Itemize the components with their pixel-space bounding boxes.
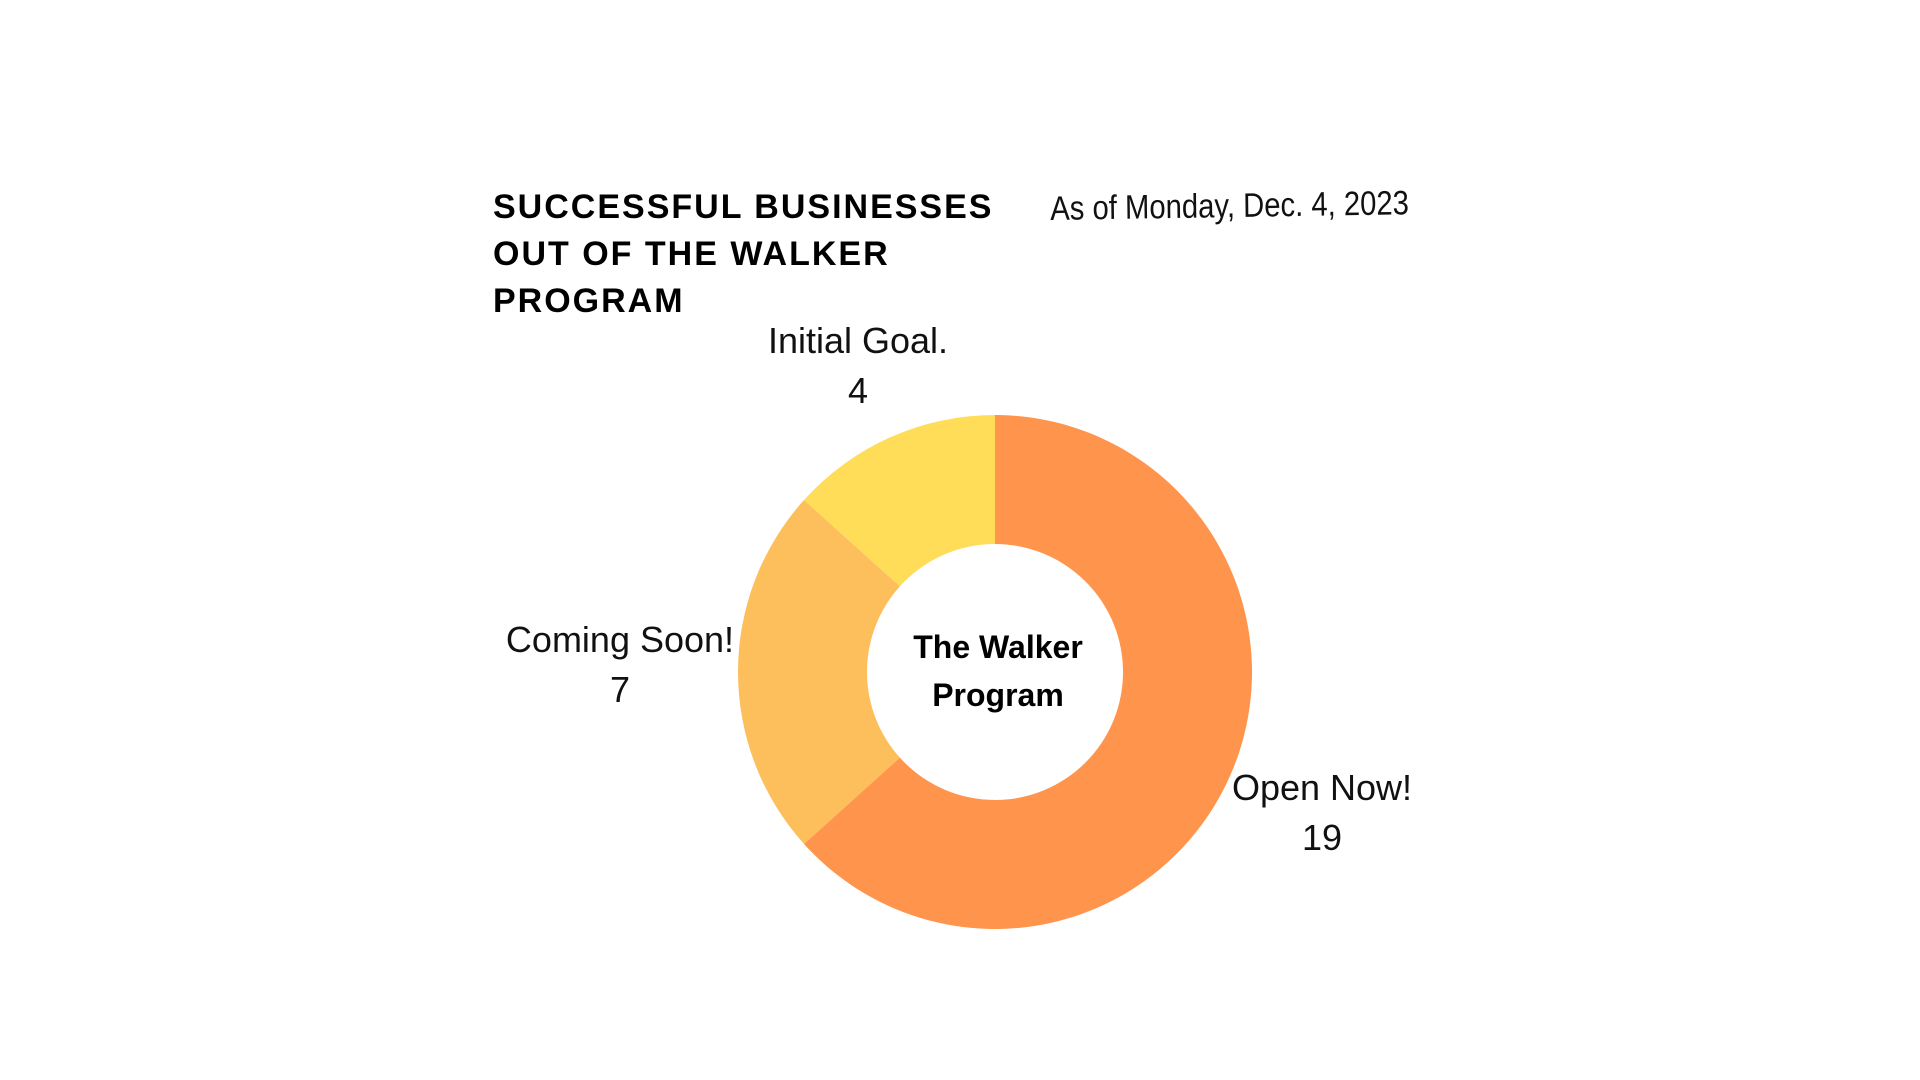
slice-label-value: 4 xyxy=(848,370,868,411)
slice-label-name: Initial Goal. xyxy=(768,320,948,361)
donut-hole xyxy=(867,544,1123,800)
slice-label-name: Open Now! xyxy=(1232,767,1412,808)
center-label-line-1: The Walker xyxy=(913,629,1083,665)
slice-coming-soon xyxy=(738,500,995,844)
slice-label-name: Coming Soon! xyxy=(506,619,734,660)
center-label-line-2: Program xyxy=(932,677,1064,713)
chart-title: SUCCESSFUL BUSINESSES OUT OF THE WALKER … xyxy=(493,188,994,320)
slice-label-value: 7 xyxy=(610,669,630,710)
slice-label-value: 19 xyxy=(1302,817,1342,858)
labels-group: Open Now! 19 Coming Soon! 7 Initial Goal. 4 xyxy=(506,320,1412,858)
